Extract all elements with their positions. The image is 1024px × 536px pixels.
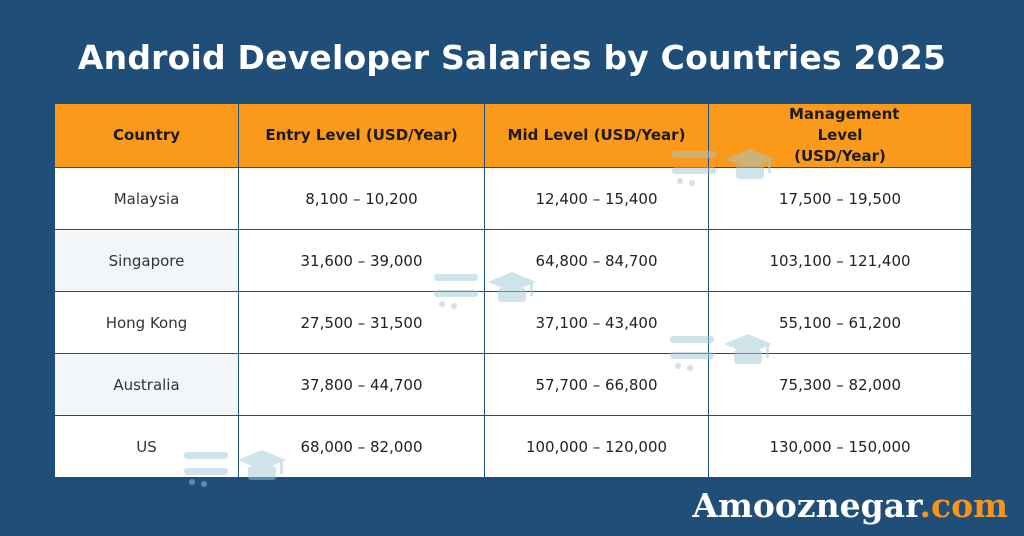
mid-level-cell: 100,000 – 120,000 [484,415,709,478]
graduation-cap-logo-icon [184,450,286,487]
page-title: Android Developer Salaries by Countries … [77,38,947,77]
country-cell: Hong Kong [54,291,239,354]
management-level-cell: 75,300 – 82,000 [708,353,972,416]
management-level-cell: 103,100 – 121,400 [708,229,972,292]
watermark-logo [180,446,290,494]
graduation-cap-logo-icon [672,149,774,186]
country-cell: Malaysia [54,167,239,230]
mid-level-cell: 12,400 – 15,400 [484,167,709,230]
watermark-logo [666,330,776,378]
mid-level-cell: 64,800 – 84,700 [484,229,709,292]
country-cell: Singapore [54,229,239,292]
table-row: US 68,000 – 82,000 100,000 – 120,000 130… [54,415,972,478]
entry-level-cell: 68,000 – 82,000 [238,415,485,478]
entry-level-cell: 37,800 – 44,700 [238,353,485,416]
table-row: Australia 37,800 – 44,700 57,700 – 66,80… [54,353,972,416]
entry-level-cell: 8,100 – 10,200 [238,167,485,230]
brand-name: Amooznegar [692,486,920,525]
entry-level-cell: 31,600 – 39,000 [238,229,485,292]
watermark-logo [430,268,540,316]
table-header-row: Country Entry Level (USD/Year) Mid Level… [54,103,972,168]
watermark-logo [668,145,778,193]
management-level-cell: 130,000 – 150,000 [708,415,972,478]
brand-extension: .com [919,486,1008,525]
graduation-cap-logo-icon [434,272,536,309]
header-entry-level: Entry Level (USD/Year) [238,103,485,168]
country-cell: US [54,415,239,478]
header-country: Country [54,103,239,168]
brand-logo: Amooznegar.com [692,486,1008,525]
country-cell: Australia [54,353,239,416]
table-row: Singapore 31,600 – 39,000 64,800 – 84,70… [54,229,972,292]
graduation-cap-logo-icon [670,334,772,371]
table-row: Malaysia 8,100 – 10,200 12,400 – 15,400 … [54,167,972,230]
